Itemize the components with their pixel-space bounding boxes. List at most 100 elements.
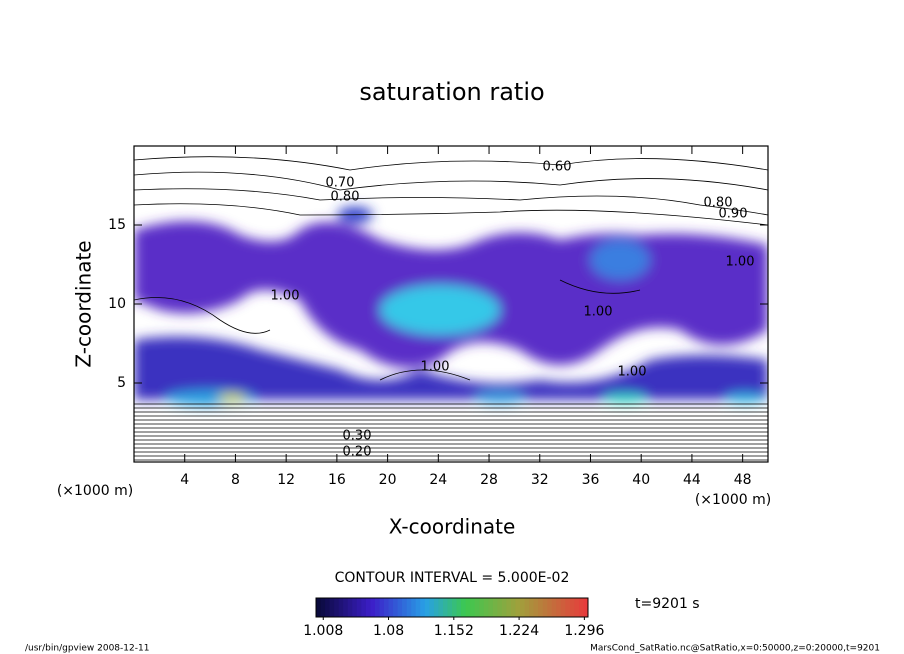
x-tick-label: 40 [632, 472, 650, 488]
contour-label: 1.00 [726, 255, 755, 270]
colorbar-cell [384, 598, 390, 617]
colorbar-cell [370, 598, 376, 617]
chart-title: saturation ratio [359, 78, 544, 106]
colorbar-cell [402, 598, 408, 617]
colorbar-tick-label: 1.008 [303, 623, 343, 639]
colorbar-cell [556, 598, 562, 617]
x-tick-label: 8 [231, 472, 240, 488]
colorbar-cell [510, 598, 516, 617]
colorbar-frame [315, 597, 589, 618]
contour-label: 0.80 [331, 190, 360, 205]
colorbar-cell [411, 598, 417, 617]
colorbar-cell [515, 598, 521, 617]
colorbar-tick-label: 1.224 [499, 623, 539, 639]
x-unit: (×1000 m) [57, 483, 133, 499]
contour-label: 1.00 [584, 305, 613, 320]
contour-label: 0.70 [326, 176, 355, 191]
field [134, 156, 768, 461]
colorbar-cell [420, 598, 426, 617]
colorbar-cell [524, 598, 530, 617]
colorbar-cell [497, 598, 503, 617]
colorbar-cell [429, 598, 435, 617]
colorbar-cell [338, 598, 344, 617]
colorbar-tick-label: 1.152 [434, 623, 474, 639]
colorbar-cell [452, 598, 458, 617]
x-tick-label: 28 [480, 472, 498, 488]
contour-interval: CONTOUR INTERVAL = 5.000E-02 [335, 570, 570, 586]
x-tick-label: 16 [328, 472, 346, 488]
colorbar-cell [533, 598, 539, 617]
colorbar-cell [397, 598, 403, 617]
colorbar-cell [343, 598, 349, 617]
colorbar-cell [433, 598, 439, 617]
colorbar-cell [547, 598, 553, 617]
x-tick-label: 4 [180, 472, 189, 488]
colorbar-cell [529, 598, 535, 617]
colorbar-cell [479, 598, 485, 617]
colorbar-cell [406, 598, 412, 617]
colorbar-cell [325, 598, 331, 617]
colorbar-cell [320, 598, 326, 617]
colorbar-cell [424, 598, 430, 617]
colorbar-cell [442, 598, 448, 617]
colorbar-tick-label: 1.296 [564, 623, 604, 639]
colorbar-cell [316, 598, 322, 617]
contour-label: 1.00 [421, 360, 450, 375]
colorbar-cell [569, 598, 575, 617]
colorbar-cell [356, 598, 362, 617]
colorbar-cell [551, 598, 557, 617]
x-tick-label: 32 [531, 472, 549, 488]
colorbar-cell [574, 598, 580, 617]
x-tick-label: 36 [582, 472, 600, 488]
colorbar-cell [542, 598, 548, 617]
colorbar-cell [538, 598, 544, 617]
colorbar-cell [520, 598, 526, 617]
y-tick-label: 5 [117, 375, 126, 391]
colorbar-cell [388, 598, 394, 617]
footer: /usr/bin/gpview 2008-12-11 [25, 644, 149, 654]
colorbar-cell [415, 598, 421, 617]
x-tick-label: 24 [429, 472, 447, 488]
x-axis-label: X-coordinate [389, 515, 516, 539]
colorbar-cell [583, 598, 589, 617]
colorbar-cell [492, 598, 498, 617]
colorbar-cell [334, 598, 340, 617]
x-tick-label: 20 [379, 472, 397, 488]
colorbar-cell [379, 598, 385, 617]
colorbar: 1.008 1.08 1.152 1.224 1.296 [303, 597, 604, 639]
contour-lines [134, 403, 768, 461]
colorbar-cell [560, 598, 566, 617]
x-unit: (×1000 m) [695, 492, 771, 508]
colorbar-cell [470, 598, 476, 617]
colorbar-cell [456, 598, 462, 617]
colorbar-cell [352, 598, 358, 617]
colorbar-cell [365, 598, 371, 617]
colorbar-cell [488, 598, 494, 617]
y-tick-label: 15 [108, 217, 126, 233]
colorbar-cell [374, 598, 380, 617]
footer: MarsCond_SatRatio.nc@SatRatio,x=0:50000,… [590, 644, 880, 654]
contour-lines [134, 156, 768, 381]
colorbar-cell [483, 598, 489, 617]
colorbar-cell [461, 598, 467, 617]
y-axis-label: Z-coordinate [72, 240, 96, 367]
contour-label: 0.80 [704, 196, 733, 211]
colorbar-cell [506, 598, 512, 617]
contour-label: 0.30 [343, 429, 372, 444]
contour-label: 0.90 [719, 207, 748, 222]
x-tick-label: 48 [734, 472, 752, 488]
contour-label: 1.00 [271, 289, 300, 304]
x-tick-label: 44 [683, 472, 701, 488]
colorbar-cell [578, 598, 584, 617]
colorbar-cell [474, 598, 480, 617]
colorbar-cell [347, 598, 353, 617]
field-fill [134, 207, 768, 406]
colorbar-cell [438, 598, 444, 617]
contour-label: 0.60 [543, 160, 572, 175]
colorbar-cell [447, 598, 453, 617]
contour-label: 1.00 [618, 365, 647, 380]
colorbar-cell [465, 598, 471, 617]
colorbar-cell [329, 598, 335, 617]
